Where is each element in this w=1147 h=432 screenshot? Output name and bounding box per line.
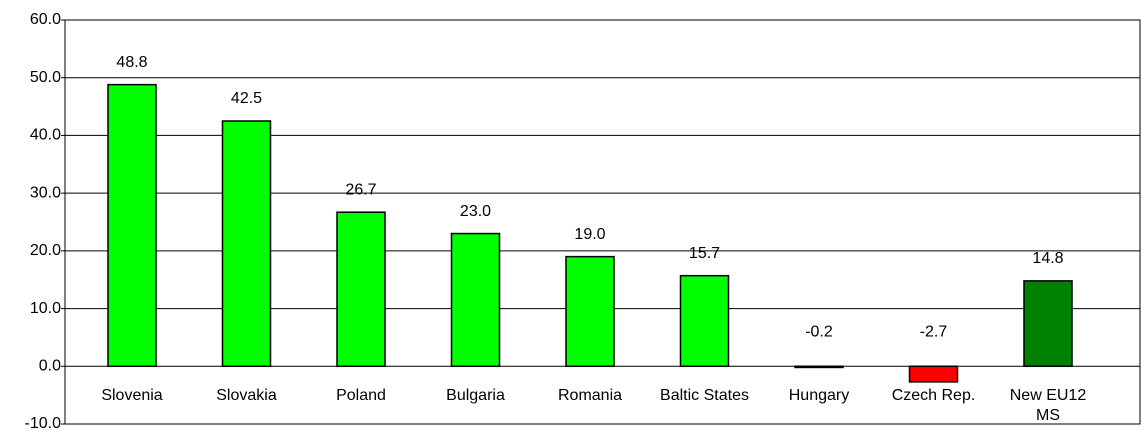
value-label: 19.0: [574, 226, 605, 243]
x-tick-label: Bulgaria: [446, 387, 505, 405]
x-tick-label: Poland: [336, 387, 386, 405]
bar: [908, 365, 959, 383]
value-label: 23.0: [460, 203, 491, 220]
y-tick-label: 40.0: [30, 127, 61, 144]
bar: [1023, 280, 1073, 368]
value-label: 48.8: [116, 54, 147, 71]
value-label: -0.2: [805, 324, 833, 341]
y-tick-label: -10.0: [25, 415, 62, 432]
y-tick-label: 50.0: [30, 69, 61, 86]
x-tick-label: Romania: [557, 387, 623, 405]
x-tick-label: Hungary: [788, 387, 850, 405]
bar: [565, 255, 615, 368]
x-tick-label: Baltic States: [660, 387, 749, 405]
y-tick-label: 30.0: [30, 184, 61, 201]
x-tick-label: Slovakia: [216, 387, 277, 405]
y-tick-label: 20.0: [30, 242, 61, 259]
bar: [221, 120, 272, 368]
value-label: 14.8: [1032, 250, 1063, 267]
value-label: -2.7: [920, 324, 948, 341]
x-tick-label: Czech Rep.: [891, 387, 976, 405]
x-tick-label: New EU12 MS: [1009, 387, 1087, 425]
bar: [450, 232, 501, 368]
bar: [794, 365, 844, 369]
value-label: 15.7: [689, 245, 720, 262]
x-tick-label: Slovenia: [101, 387, 163, 405]
bar: [679, 274, 730, 368]
bar: [336, 211, 386, 368]
y-tick-label: 10.0: [30, 300, 61, 317]
value-label: 26.7: [345, 181, 376, 198]
bar: [107, 83, 157, 368]
value-label: 42.5: [231, 90, 262, 107]
y-tick-label: 60.0: [30, 11, 61, 28]
plot-border: [64, 19, 1141, 425]
y-tick-label: 0.0: [39, 358, 61, 375]
